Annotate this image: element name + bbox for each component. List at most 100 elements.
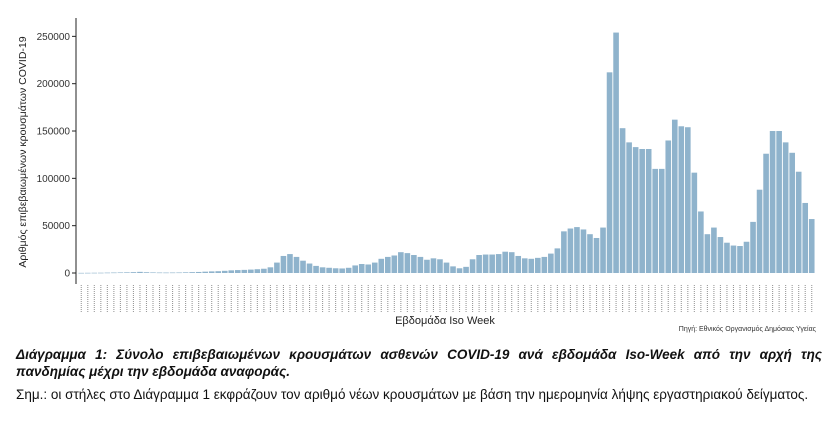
bar xyxy=(691,172,698,273)
bar xyxy=(463,266,469,273)
bar xyxy=(469,259,476,273)
bar xyxy=(417,256,424,273)
bar xyxy=(234,270,241,273)
bar xyxy=(521,258,528,273)
bar xyxy=(352,265,358,273)
y-tick-label: 0 xyxy=(64,269,70,280)
bar xyxy=(515,255,522,273)
bar xyxy=(639,149,645,273)
bar xyxy=(737,246,743,273)
y-axis-ticks: 0 50000 100000 150000 200000 250000 xyxy=(37,32,76,280)
bar xyxy=(91,272,98,274)
y-tick-label: 100000 xyxy=(37,174,71,185)
figure-caption: Διάγραμμα 1: Σύνολο επιβεβαιωμένων κρουσ… xyxy=(16,347,822,379)
bar xyxy=(261,268,267,273)
bar xyxy=(750,221,756,273)
bar xyxy=(476,255,482,273)
figure-note: Σημ.: οι στήλες στο Διάγραμμα 1 εκφράζου… xyxy=(16,387,809,402)
bar xyxy=(600,227,606,273)
bar xyxy=(580,229,587,273)
bar xyxy=(202,271,208,273)
bar xyxy=(528,258,535,273)
bar xyxy=(495,254,502,273)
bar xyxy=(430,258,437,273)
bar xyxy=(319,267,326,273)
bar xyxy=(541,256,548,273)
bar xyxy=(195,271,202,273)
bar xyxy=(717,237,724,273)
bar xyxy=(652,168,659,273)
bar xyxy=(593,237,600,273)
bar xyxy=(182,272,189,273)
bar xyxy=(626,142,632,273)
bar xyxy=(169,272,176,274)
bar xyxy=(267,267,274,273)
bar xyxy=(248,269,254,273)
bar xyxy=(300,260,306,273)
bar xyxy=(345,267,352,273)
bar xyxy=(554,248,561,273)
bar xyxy=(776,131,782,273)
bar xyxy=(78,272,85,274)
bar xyxy=(313,265,319,273)
bar xyxy=(280,255,287,273)
y-tick-label: 200000 xyxy=(37,79,71,90)
bar xyxy=(685,127,691,273)
bar xyxy=(574,227,580,273)
bar xyxy=(724,242,730,273)
bar xyxy=(443,262,450,273)
bar xyxy=(698,211,704,273)
bar xyxy=(332,268,339,273)
bar xyxy=(385,256,391,273)
bar xyxy=(456,268,463,273)
bar xyxy=(645,149,652,273)
bar xyxy=(104,272,111,274)
bar xyxy=(150,272,156,274)
bar xyxy=(156,272,163,274)
bar xyxy=(163,272,169,274)
bar xyxy=(756,189,763,273)
bar xyxy=(704,234,711,273)
bar xyxy=(678,126,685,273)
bar xyxy=(548,253,554,273)
y-tick-label: 50000 xyxy=(42,221,70,232)
bar xyxy=(221,270,228,273)
bar xyxy=(482,254,489,273)
bar xyxy=(671,119,678,273)
bar xyxy=(437,259,443,273)
bar xyxy=(241,269,248,273)
bar xyxy=(665,140,672,273)
bar xyxy=(130,272,137,273)
bar xyxy=(215,271,222,273)
x-axis-label: Εβδομάδα Iso Week xyxy=(395,315,495,327)
y-tick-label: 150000 xyxy=(37,127,71,138)
bar xyxy=(632,147,639,273)
bar xyxy=(208,271,215,273)
bar xyxy=(561,231,567,273)
bar xyxy=(378,258,385,273)
bar xyxy=(306,263,313,273)
bar xyxy=(587,234,593,273)
bar xyxy=(293,256,300,273)
bars-group xyxy=(78,32,815,274)
bar xyxy=(450,266,456,273)
bar xyxy=(502,251,508,273)
bar xyxy=(763,153,769,273)
bar xyxy=(808,219,815,273)
bar xyxy=(567,228,574,273)
bar xyxy=(606,72,613,273)
bar xyxy=(789,152,795,273)
bar xyxy=(613,32,619,273)
bar xyxy=(358,264,365,273)
bar xyxy=(535,257,541,273)
y-tick-label: 250000 xyxy=(37,32,71,43)
bar xyxy=(339,268,345,273)
bar xyxy=(658,168,665,273)
bar xyxy=(137,271,143,273)
bar xyxy=(711,227,717,273)
bar xyxy=(274,262,280,273)
bar xyxy=(619,128,626,273)
bar xyxy=(404,253,411,273)
bar xyxy=(391,255,398,273)
bar xyxy=(143,272,150,273)
